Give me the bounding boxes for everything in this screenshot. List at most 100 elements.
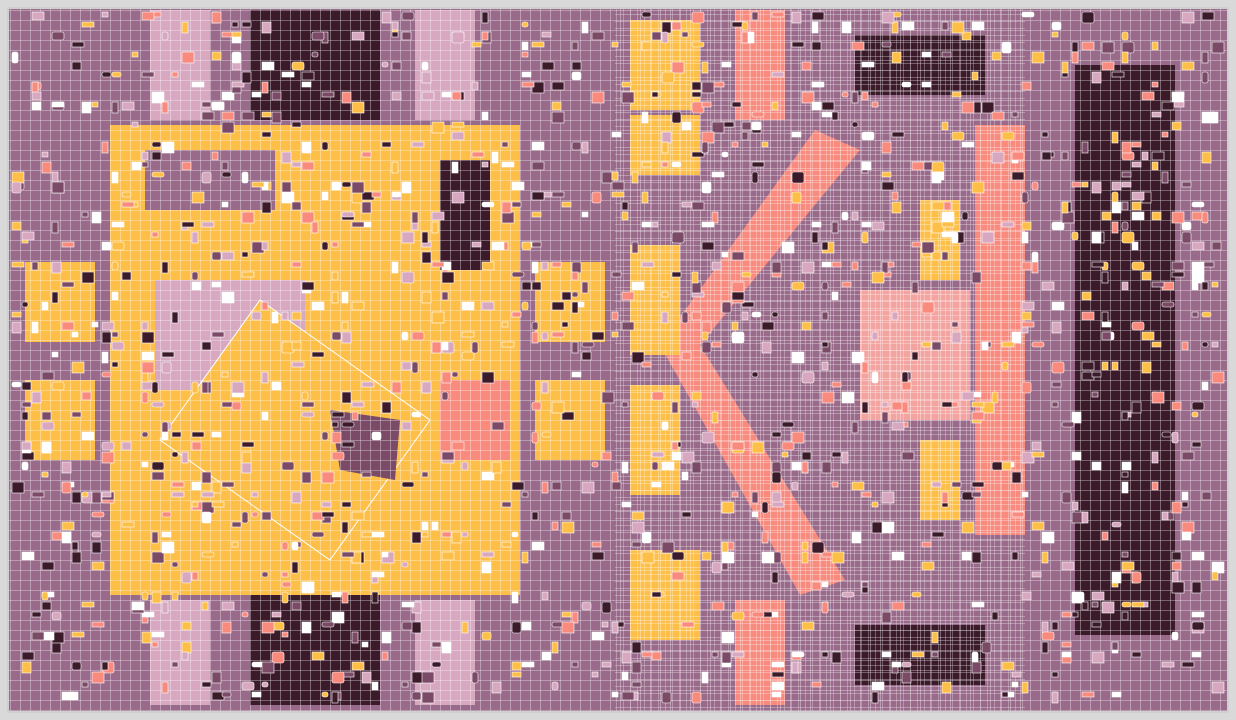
tile: [291, 201, 302, 211]
tile: [1161, 131, 1169, 138]
tile: [71, 361, 85, 374]
tile: [1131, 161, 1142, 168]
tile: [841, 211, 849, 221]
tile: [71, 331, 79, 338]
tile: [801, 261, 815, 274]
tile: [1211, 371, 1225, 384]
tile: [241, 611, 249, 618]
tile: [711, 341, 722, 348]
tile: [1201, 51, 1209, 64]
tile: [531, 141, 545, 151]
tile: [361, 201, 372, 214]
tile: [1121, 461, 1132, 471]
tile: [871, 371, 879, 384]
tile: [341, 181, 352, 188]
tile: [21, 461, 29, 471]
tile: [431, 341, 442, 354]
tile: [1211, 571, 1219, 581]
tile: [1171, 261, 1185, 271]
tile: [921, 301, 935, 314]
tile: [461, 531, 469, 538]
tile: [201, 601, 209, 611]
tile: [1031, 451, 1045, 458]
tile: [821, 651, 829, 658]
tile: [201, 511, 212, 524]
tile: [661, 291, 669, 298]
tile: [1181, 451, 1195, 461]
tile: [481, 261, 495, 271]
tile: [971, 401, 985, 408]
tile: [221, 481, 235, 488]
tile: [1011, 671, 1022, 678]
tile: [701, 101, 712, 108]
tile: [11, 311, 22, 318]
tile: [541, 651, 552, 661]
tile: [101, 451, 115, 464]
tile: [861, 61, 875, 68]
tile: [811, 541, 825, 554]
tile: [621, 291, 635, 301]
tile: [481, 471, 495, 481]
tile: [521, 621, 532, 631]
tile: [1041, 151, 1052, 161]
tile: [571, 71, 582, 81]
tile: [711, 651, 719, 658]
tile: [331, 451, 345, 461]
tile: [451, 131, 465, 141]
tile: [1111, 71, 1125, 78]
tile: [301, 81, 312, 88]
tile: [1121, 171, 1132, 178]
tile: [51, 291, 59, 304]
tile: [521, 281, 532, 291]
tile: [1031, 521, 1045, 531]
tile: [991, 611, 999, 621]
tile: [391, 21, 399, 31]
tile: [81, 101, 92, 114]
tile: [811, 81, 825, 88]
tile: [1071, 591, 1082, 604]
tile: [401, 601, 415, 608]
tile: [191, 81, 205, 88]
tile: [501, 321, 509, 328]
tile: [1101, 211, 1112, 221]
tile: [1071, 411, 1082, 424]
tile: [141, 331, 155, 344]
tile: [141, 611, 155, 618]
tile: [341, 501, 352, 508]
tile: [1181, 501, 1189, 508]
tile: [881, 41, 892, 48]
tile: [1201, 11, 1215, 21]
tile: [941, 491, 949, 504]
tile: [241, 451, 252, 464]
tile: [1041, 551, 1049, 564]
tile: [1171, 271, 1185, 278]
tile: [821, 341, 829, 348]
tile: [1031, 51, 1045, 64]
tile: [1161, 171, 1169, 184]
tile: [941, 251, 949, 261]
tile: [281, 461, 295, 471]
tile: [891, 191, 899, 201]
tile: [701, 671, 709, 684]
tile: [1201, 71, 1209, 84]
tile: [291, 341, 302, 351]
tile: [971, 661, 982, 674]
tile: [621, 401, 629, 408]
tile: [1201, 111, 1215, 124]
tile: [681, 621, 695, 628]
tile: [401, 481, 415, 488]
tile: [1041, 131, 1049, 138]
tile: [441, 271, 455, 284]
tile: [561, 611, 572, 618]
tile: [591, 551, 605, 561]
tile: [861, 361, 869, 374]
tile: [921, 241, 935, 254]
tile: [1071, 41, 1079, 54]
tile: [811, 581, 822, 591]
tile: [291, 361, 305, 368]
tile: [1091, 461, 1102, 471]
tile: [791, 461, 802, 471]
tile: [321, 241, 329, 251]
tile: [311, 301, 325, 311]
tile: [151, 531, 159, 544]
